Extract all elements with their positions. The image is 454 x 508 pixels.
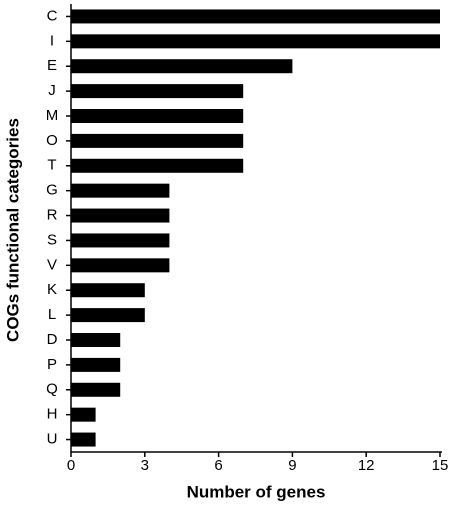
y-tick-label: D bbox=[47, 331, 58, 348]
x-tick-label: 9 bbox=[288, 457, 296, 474]
y-tick-label: V bbox=[47, 256, 57, 273]
bar bbox=[71, 109, 244, 123]
y-tick-label: O bbox=[46, 132, 58, 149]
bar bbox=[71, 34, 440, 49]
bar bbox=[71, 258, 170, 273]
x-axis-title: Number of genes bbox=[187, 482, 326, 501]
x-tick-label: 15 bbox=[432, 457, 449, 474]
bar bbox=[71, 59, 293, 74]
bar bbox=[71, 9, 440, 24]
y-tick-label: E bbox=[47, 57, 57, 74]
y-tick-label: I bbox=[50, 32, 54, 49]
bar bbox=[71, 432, 96, 447]
y-tick-label: C bbox=[47, 7, 58, 24]
x-tick-label: 12 bbox=[358, 457, 375, 474]
bar bbox=[71, 183, 170, 198]
y-tick-label: R bbox=[47, 207, 58, 224]
y-tick-label: H bbox=[47, 406, 58, 423]
bar bbox=[71, 382, 121, 397]
y-tick-label: K bbox=[47, 281, 57, 298]
y-tick-label: P bbox=[47, 356, 57, 373]
bar bbox=[71, 308, 145, 323]
bar bbox=[71, 283, 145, 298]
bar bbox=[71, 133, 244, 148]
y-tick-label: J bbox=[48, 82, 56, 99]
bar bbox=[71, 357, 121, 372]
y-tick-label: M bbox=[46, 107, 59, 124]
x-tick-label: 6 bbox=[214, 457, 222, 474]
y-tick-label: Q bbox=[46, 381, 58, 398]
bar bbox=[71, 233, 170, 248]
bar bbox=[71, 208, 170, 223]
x-tick-label: 3 bbox=[141, 457, 149, 474]
bar bbox=[71, 84, 244, 99]
y-tick-label: U bbox=[47, 431, 58, 448]
bar bbox=[71, 158, 244, 173]
y-axis-title: COGs functional categories bbox=[3, 118, 22, 342]
y-tick-label: L bbox=[48, 306, 56, 323]
bar bbox=[71, 407, 96, 422]
y-tick-label: S bbox=[47, 231, 57, 248]
y-tick-label: G bbox=[46, 182, 58, 199]
y-tick-label: T bbox=[47, 157, 56, 174]
bar bbox=[71, 333, 121, 347]
x-tick-label: 0 bbox=[67, 457, 75, 474]
